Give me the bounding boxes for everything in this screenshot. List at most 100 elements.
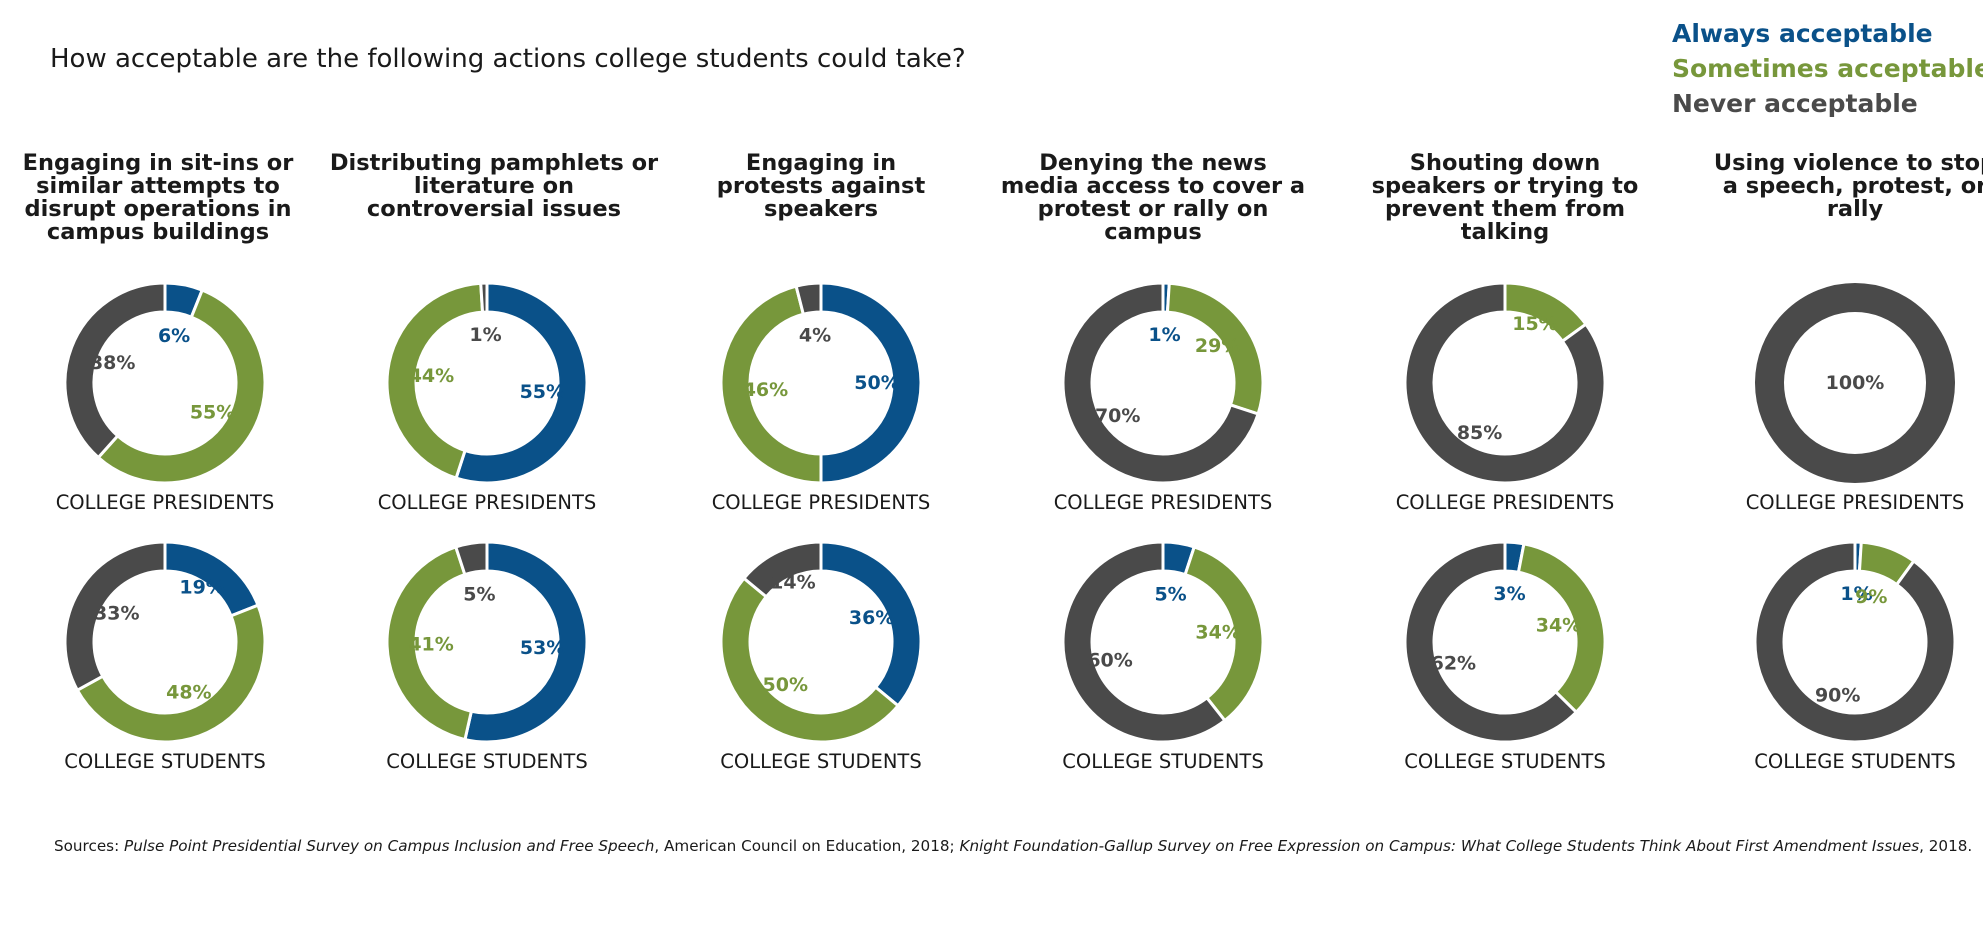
percent-label-sometimes: 29% — [1195, 335, 1240, 357]
column-title: Engaging in sit-ins or similar attempts … — [22, 150, 294, 245]
donut-segment-always — [463, 540, 589, 744]
students-label: COLLEGE STUDENTS — [1062, 750, 1264, 773]
chart-column: Engaging in sit-ins or similar attempts … — [0, 148, 330, 788]
students-donut: 36% 50% 14% — [719, 540, 923, 744]
percent-label-always: 19% — [179, 576, 224, 598]
students-label: COLLEGE STUDENTS — [720, 750, 922, 773]
donut-segment-always — [819, 540, 923, 708]
percent-label-sometimes: 50% — [763, 674, 808, 696]
chart-column: Engaging in protests against speakers 50… — [656, 148, 986, 788]
students-label: COLLEGE STUDENTS — [386, 750, 588, 773]
percent-label-always: 50% — [854, 372, 899, 394]
presidents-donut: 1% 29% 70% — [1061, 281, 1265, 485]
percent-label-always: 53% — [520, 637, 565, 659]
presidents-donut: 100% — [1755, 283, 1955, 483]
students-donut: 19% 48% 33% — [63, 540, 267, 744]
presidents-donut: 6% 55% 38% — [63, 281, 267, 485]
donut-segment-never — [1753, 540, 1957, 744]
donut-segment-never — [794, 281, 823, 317]
chart-column: Denying the news media access to cover a… — [998, 148, 1328, 788]
donut-segment-sometimes — [96, 288, 267, 485]
donut-segment-never — [453, 540, 489, 577]
donut-segment-never — [1061, 540, 1227, 744]
percent-label-never: 62% — [1431, 653, 1476, 675]
chart-column: Using violence to stop a speech, protest… — [1690, 148, 1983, 788]
percent-label-sometimes: 9% — [1855, 586, 1887, 608]
column-title: Using violence to stop a speech, protest… — [1713, 150, 1983, 222]
percent-label-always: 6% — [158, 325, 190, 347]
percent-label-sometimes: 41% — [408, 634, 453, 656]
students-donut: 53% 41% 5% — [385, 540, 589, 744]
donut-segment-sometimes — [385, 281, 485, 480]
source-1-title: Pulse Point Presidential Survey on Campu… — [124, 837, 655, 855]
students-label: COLLEGE STUDENTS — [64, 750, 266, 773]
presidents-label: COLLEGE PRESIDENTS — [377, 491, 597, 514]
percent-label-never: 85% — [1457, 422, 1502, 444]
sources-middle: , American Council on Education, 2018; — [654, 837, 960, 855]
students-donut: 5% 34% 60% — [1061, 540, 1265, 744]
percent-label-always: 36% — [849, 607, 894, 629]
percent-label-never: 90% — [1815, 684, 1860, 706]
donut-segment-never — [63, 540, 167, 693]
percent-label-sometimes: 34% — [1536, 614, 1581, 636]
percent-label-never: 1% — [469, 324, 501, 346]
donut-segment-never — [1403, 540, 1579, 744]
percent-label-sometimes: 55% — [190, 402, 235, 424]
students-label: COLLEGE STUDENTS — [1404, 750, 1606, 773]
students-donut: 3% 34% 62% — [1403, 540, 1607, 744]
donut-segment-always — [819, 281, 923, 485]
percent-label-sometimes: 44% — [409, 365, 454, 387]
donut-segment-sometimes — [75, 603, 267, 744]
chart-title: How acceptable are the following actions… — [50, 44, 966, 74]
sources-suffix: , 2018. — [1919, 837, 1973, 855]
percent-label-never: 60% — [1087, 649, 1132, 671]
percent-label-sometimes: 48% — [166, 682, 211, 704]
percent-label-always: 1% — [1148, 324, 1180, 346]
presidents-donut: 15% 85% — [1403, 281, 1607, 485]
legend-never: Never acceptable — [1672, 89, 1918, 118]
chart-column: Shouting down speakers or trying to prev… — [1340, 148, 1670, 788]
students-donut: 1%9% 90% — [1753, 540, 1957, 744]
legend: Always acceptable Sometimes acceptable N… — [1672, 16, 1983, 121]
donut-segment-never — [741, 540, 823, 599]
column-title: Engaging in protests against speakers — [716, 150, 926, 222]
donut-segment-never — [1755, 283, 1955, 483]
chart-column: Distributing pamphlets or literature on … — [322, 148, 658, 788]
donut-segment-sometimes — [385, 545, 474, 742]
percent-label-never: 4% — [799, 324, 831, 346]
percent-label-sometimes: 46% — [743, 379, 788, 401]
percent-label-never: 100% — [1826, 372, 1885, 394]
source-2-title: Knight Foundation-Gallup Survey on Free … — [959, 837, 1920, 855]
percent-label-always: 1% — [1840, 583, 1872, 605]
percent-label-always: 55% — [520, 381, 565, 403]
column-title: Shouting down speakers or trying to prev… — [1371, 150, 1639, 245]
legend-sometimes: Sometimes acceptable — [1672, 54, 1983, 83]
presidents-donut: 50% 46% 4% — [719, 281, 923, 485]
percent-label-always: 3% — [1493, 583, 1525, 605]
percent-label-never: 5% — [463, 584, 495, 606]
donut-grid: Engaging in sit-ins or similar attempts … — [0, 148, 1983, 788]
percent-label-always: 5% — [1154, 584, 1186, 606]
percent-label-never: 33% — [94, 602, 139, 624]
students-label: COLLEGE STUDENTS — [1754, 750, 1956, 773]
presidents-label: COLLEGE PRESIDENTS — [711, 491, 931, 514]
sources-prefix: Sources: — [54, 837, 125, 855]
presidents-donut: 55% 44% 1% — [385, 281, 589, 485]
legend-always: Always acceptable — [1672, 19, 1933, 48]
donut-segment-never — [1403, 281, 1607, 485]
presidents-label: COLLEGE PRESIDENTS — [1745, 491, 1965, 514]
donut-segment-never — [1061, 281, 1260, 485]
percent-label-never: 70% — [1095, 405, 1140, 427]
donut-segment-never — [63, 281, 167, 460]
column-title: Denying the news media access to cover a… — [1000, 150, 1306, 245]
donut-segment-never — [479, 281, 489, 314]
percent-label-sometimes: 34% — [1195, 621, 1240, 643]
column-title: Distributing pamphlets or literature on … — [329, 150, 659, 222]
presidents-label: COLLEGE PRESIDENTS — [1395, 491, 1615, 514]
percent-label-never: 38% — [90, 352, 135, 374]
donut-segment-sometimes — [719, 284, 823, 485]
presidents-label: COLLEGE PRESIDENTS — [55, 491, 275, 514]
sources-note: Sources: Pulse Point Presidential Survey… — [54, 837, 1972, 855]
percent-label-never: 14% — [770, 571, 815, 593]
presidents-label: COLLEGE PRESIDENTS — [1053, 491, 1273, 514]
